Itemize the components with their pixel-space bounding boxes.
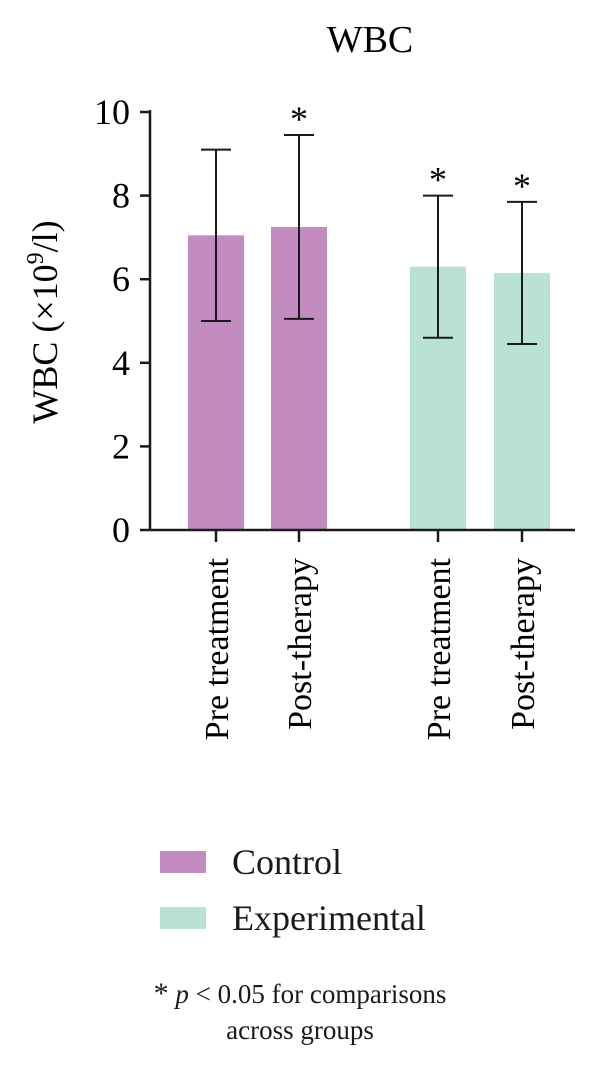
y-tick-label: 8	[112, 176, 130, 216]
x-tick-label: Pre treatment	[421, 557, 458, 740]
y-tick-label: 6	[112, 259, 130, 299]
significance-marker: *	[513, 166, 531, 206]
y-tick-label: 2	[112, 426, 130, 466]
significance-note: * p < 0.05 for comparisons across groups	[0, 976, 600, 1048]
legend-label-control: Control	[232, 842, 343, 882]
y-axis-label: WBC (×109/l)	[23, 220, 65, 423]
significance-note-p: p	[175, 979, 189, 1009]
axes-layer: 0 2 4 6 8 10 Pre treatment Post-therapy Pre trea…	[94, 92, 575, 740]
x-tick-label: Post-therapy	[505, 558, 542, 730]
legend-item-control: Control	[160, 842, 342, 882]
significance-note-star: *	[153, 977, 169, 1010]
legend-label-experimental: Experimental	[232, 898, 426, 938]
y-tick-label: 4	[112, 343, 130, 383]
significance-note-line1: * p < 0.05 for comparisons	[0, 976, 600, 1012]
x-tick-label: Post-therapy	[282, 558, 319, 730]
y-tick-label: 10	[94, 92, 130, 132]
significance-marker: *	[290, 99, 308, 139]
wbc-bar-chart: WBC WBC (×109/l) * * * 0 2 4 6 8 10 Pre treatmen…	[23, 19, 575, 740]
bars-layer: * * *	[188, 99, 550, 530]
significance-note-text: < 0.05 for comparisons	[188, 979, 447, 1009]
legend-item-experimental: Experimental	[160, 898, 426, 938]
x-tick-label: Pre treatment	[199, 557, 236, 740]
significance-note-line2: across groups	[226, 1015, 374, 1045]
chart-title: WBC	[327, 19, 414, 61]
legend-swatch-control	[160, 851, 206, 873]
y-tick-label: 0	[112, 510, 130, 550]
legend-swatch-experimental	[160, 907, 206, 929]
significance-marker: *	[429, 160, 447, 200]
